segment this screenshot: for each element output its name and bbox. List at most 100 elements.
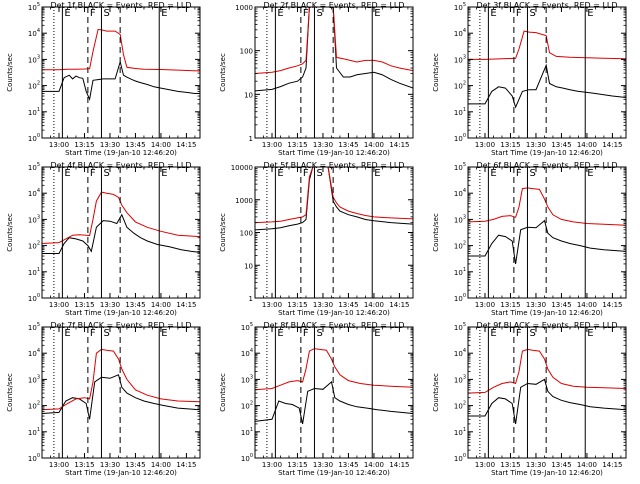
series-line-events — [468, 219, 626, 264]
y-tick-label: 101 — [454, 107, 466, 117]
y-tick-label: 100 — [454, 133, 466, 143]
x-tick-label: 13:45 — [125, 461, 145, 469]
x-tick-label: 14:00 — [577, 301, 597, 309]
y-tick-label: 105 — [454, 162, 466, 172]
y-tick-label: 10 — [244, 91, 253, 99]
event-marker-label: F — [303, 328, 309, 339]
detector-panel-6: E F S E 100 101 102 103 104 105 13:00 13:15 13:30 13:… — [426, 160, 639, 320]
x-axis-label: Start Time (19-Jan-10 12:46:20) — [278, 309, 390, 317]
plot-frame — [467, 326, 627, 459]
x-tick-label: 14:00 — [364, 461, 384, 469]
x-tick-label: 13:30 — [526, 141, 546, 149]
y-axis-label: Counts/sec — [219, 373, 227, 412]
x-tick-label: 13:15 — [500, 141, 520, 149]
y-axis-label: Counts/sec — [219, 53, 227, 92]
detector-chart-3: E F S E 100 101 102 103 104 105 13:00 13:15 13:30 13:… — [432, 1, 627, 157]
chart-title: Det 4f BLACK = Events, RED = LLD — [50, 161, 191, 170]
x-tick-label: 14:00 — [577, 141, 597, 149]
detector-chart-1: E F S E 100 101 102 103 104 105 13:00 13:15 13:30 13:… — [6, 1, 201, 157]
y-tick-label: 101 — [454, 427, 466, 437]
y-tick-label: 102 — [241, 401, 253, 411]
x-tick-label: 13:00 — [49, 461, 69, 469]
y-tick-label: 100 — [240, 230, 253, 238]
x-tick-label: 14:15 — [602, 301, 622, 309]
series-line-events — [255, 167, 413, 231]
y-tick-label: 1000 — [235, 4, 253, 12]
x-tick-label: 14:15 — [389, 461, 409, 469]
x-tick-label: 13:45 — [338, 301, 358, 309]
series-line-events — [255, 380, 413, 425]
event-marker-label: F — [90, 328, 96, 339]
event-marker-label: E — [374, 168, 380, 179]
y-tick-label: 102 — [454, 241, 466, 251]
x-tick-label: 13:00 — [475, 141, 495, 149]
y-axis-label: Counts/sec — [432, 53, 440, 92]
detector-panel-1: E F S E 100 101 102 103 104 105 13:00 13:15 13:30 13:… — [0, 0, 213, 160]
x-axis-label: Start Time (19-Jan-10 12:46:20) — [491, 309, 603, 317]
x-tick-label: 14:15 — [176, 141, 196, 149]
x-tick-label: 13:00 — [49, 141, 69, 149]
y-tick-label: 1 — [249, 295, 253, 303]
x-axis-label: Start Time (19-Jan-10 12:46:20) — [65, 469, 177, 477]
event-marker-label: S — [103, 328, 109, 339]
x-tick-label: 13:30 — [526, 301, 546, 309]
chart-title: Det 7f BLACK = Events, RED = LLD — [50, 321, 191, 330]
detector-chart-9: E F S E 100 101 102 103 104 105 13:00 13:15 13:30 13:… — [432, 321, 627, 477]
x-tick-label: 13:00 — [262, 141, 282, 149]
x-tick-label: 13:30 — [100, 141, 120, 149]
event-marker-label: S — [316, 168, 322, 179]
detector-chart-2: E F S E 1 10 100 1000 13:00 13:15 13:30 13:45 14:00 1… — [219, 1, 414, 157]
x-tick-label: 14:00 — [151, 301, 171, 309]
detector-panel-7: E F S E 100 101 102 103 104 105 13:00 13:15 13:30 13:… — [0, 320, 213, 480]
y-tick-label: 10 — [244, 262, 253, 270]
x-tick-label: 14:00 — [364, 301, 384, 309]
series-line-lld — [42, 348, 200, 411]
x-tick-label: 13:45 — [338, 141, 358, 149]
y-tick-label: 100 — [454, 293, 466, 303]
event-marker-label: E — [587, 168, 593, 179]
event-marker-label: S — [529, 8, 535, 19]
x-axis-label: Start Time (19-Jan-10 12:46:20) — [278, 149, 390, 157]
detector-chart-6: E F S E 100 101 102 103 104 105 13:00 13:15 13:30 13:… — [432, 161, 627, 317]
y-axis-label: Counts/sec — [219, 213, 227, 252]
plot-frame — [467, 6, 627, 139]
event-marker-label: E — [64, 328, 70, 339]
event-marker-label: E — [374, 328, 380, 339]
y-tick-label: 105 — [454, 322, 466, 332]
x-tick-label: 13:45 — [551, 301, 571, 309]
x-tick-label: 13:45 — [125, 141, 145, 149]
detector-panel-8: E F S E 100 101 102 103 104 105 13:00 13:15 13:30 13:… — [213, 320, 426, 480]
y-tick-label: 104 — [28, 188, 40, 198]
chart-title: Det 2f BLACK = Events, RED = LLD — [263, 1, 404, 10]
event-marker-label: E — [277, 328, 283, 339]
x-axis-label: Start Time (19-Jan-10 12:46:20) — [65, 149, 177, 157]
chart-title: Det 3f BLACK = Events, RED = LLD — [476, 1, 617, 10]
event-marker-label: E — [161, 328, 167, 339]
detector-chart-4: E F S E 100 101 102 103 104 105 13:00 13:15 13:30 13:… — [6, 161, 201, 317]
series-line-lld — [255, 167, 413, 224]
y-tick-label: 100 — [28, 453, 40, 463]
event-marker-label: S — [103, 168, 109, 179]
x-tick-label: 13:00 — [262, 301, 282, 309]
event-marker-label: S — [529, 168, 535, 179]
x-tick-label: 13:45 — [125, 301, 145, 309]
event-marker-label: E — [277, 8, 283, 19]
x-tick-label: 13:30 — [313, 301, 333, 309]
event-marker-label: S — [529, 328, 535, 339]
event-marker-label: F — [516, 8, 522, 19]
event-marker-label: F — [303, 8, 309, 19]
detector-chart-8: E F S E 100 101 102 103 104 105 13:00 13:15 13:30 13:… — [219, 321, 414, 477]
x-tick-label: 13:15 — [74, 461, 94, 469]
y-tick-label: 100 — [28, 133, 40, 143]
chart-title: Det 8f BLACK = Events, RED = LLD — [263, 321, 404, 330]
y-axis-label: Counts/sec — [6, 373, 14, 412]
plot-frame — [467, 166, 627, 299]
x-tick-label: 13:45 — [551, 461, 571, 469]
series-line-lld — [468, 187, 626, 226]
detector-chart-5: E F S E 1 10 100 1000 10000 13:00 13:15 13:30 13:45 1… — [219, 161, 414, 317]
series-line-events — [468, 63, 626, 109]
event-marker-label: E — [587, 8, 593, 19]
y-tick-label: 105 — [28, 322, 40, 332]
y-tick-label: 1000 — [235, 197, 253, 205]
